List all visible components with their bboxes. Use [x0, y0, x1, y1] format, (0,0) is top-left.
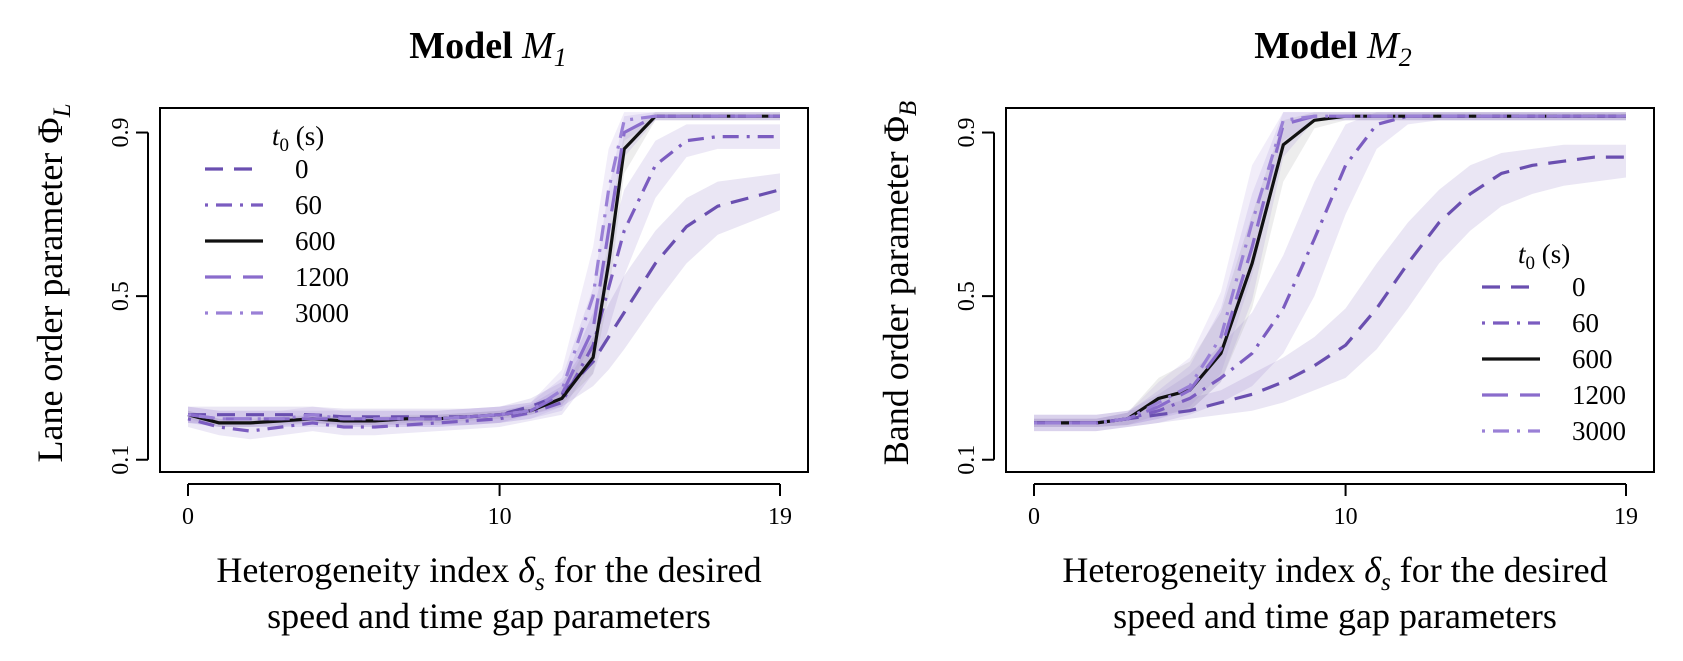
series-lines: [1034, 114, 1626, 425]
x-axis-label-line2: speed and time gap parameters: [1113, 596, 1557, 636]
series-line-1200: [187, 114, 780, 421]
y-axis: 0.1 0.5 0.9: [954, 118, 995, 475]
band-60: [1034, 112, 1626, 432]
x-tick-label-0: 0: [1028, 504, 1040, 530]
x-tick-label-19: 19: [1614, 504, 1638, 530]
legend-label-1200: 1200: [295, 262, 349, 292]
x-axis-label-line2: speed and time gap parameters: [267, 596, 711, 636]
chart-title: Model M1: [409, 25, 567, 72]
series-line-3000: [187, 114, 780, 421]
series-line-1200: [1034, 114, 1626, 425]
legend-label-3000: 3000: [1572, 416, 1626, 446]
legend-label-1200: 1200: [1572, 380, 1626, 410]
svg-text:Lane order parameter ΦL: Lane order parameter ΦL: [30, 103, 76, 462]
legend-label-0: 0: [1572, 272, 1586, 302]
svg-text:Band order parameter ΦB: Band order parameter ΦB: [876, 101, 922, 465]
legend-label-0: 0: [295, 154, 309, 184]
legend-label-3000: 3000: [295, 298, 349, 328]
legend: t0 (s) 0 60 600 1200 3000: [205, 121, 349, 328]
chart-panel-model-m2: Model M2 Band order parameter ΦB Heterog…: [876, 25, 1655, 636]
x-axis-label-line1: Heterogeneity index δs for the desired: [1062, 550, 1607, 596]
y-tick-label-0.9: 0.9: [108, 118, 134, 148]
y-axis-label: Lane order parameter ΦL: [30, 103, 76, 462]
y-tick-label-0.1: 0.1: [108, 445, 134, 475]
series-lines: [187, 114, 781, 433]
legend-title: t0 (s): [272, 121, 324, 156]
x-tick-label-10: 10: [488, 504, 512, 530]
x-tick-label-10: 10: [1334, 504, 1358, 530]
series-line-60: [187, 135, 780, 433]
chart-panel-model-m1: Model M1 Lane order parameter ΦL Heterog…: [30, 25, 809, 636]
x-tick-label-19: 19: [768, 504, 792, 530]
y-axis: 0.1 0.5 0.9: [108, 118, 149, 475]
legend-label-60: 60: [1572, 308, 1599, 338]
band-60: [188, 124, 780, 440]
legend: t0 (s) 0 60 600 1200 3000: [1482, 239, 1626, 446]
band-3000: [188, 112, 780, 427]
plot-frame: [1005, 107, 1655, 473]
band-0: [1034, 144, 1626, 432]
y-tick-label-0.5: 0.5: [108, 281, 134, 311]
x-axis: 0 10 19: [1028, 483, 1638, 530]
y-axis-label: Band order parameter ΦB: [876, 101, 922, 465]
x-axis-label-line1: Heterogeneity index δs for the desired: [216, 550, 761, 596]
series-line-600: [187, 114, 780, 425]
plot-frame: [159, 107, 809, 473]
y-tick-label-0.1: 0.1: [954, 445, 980, 475]
confidence-bands: [188, 112, 780, 440]
series-line-0: [188, 188, 781, 419]
legend-label-600: 600: [295, 226, 336, 256]
y-tick-label-0.5: 0.5: [954, 281, 980, 311]
chart-title: Model M2: [1254, 25, 1412, 72]
legend-label-600: 600: [1572, 344, 1613, 374]
x-axis: 0 10 19: [182, 483, 792, 530]
y-tick-label-0.9: 0.9: [954, 118, 980, 148]
band-600: [188, 112, 780, 427]
x-tick-label-0: 0: [182, 504, 194, 530]
band-1200: [188, 112, 780, 427]
legend-label-60: 60: [295, 190, 322, 220]
legend-title: t0 (s): [1518, 239, 1570, 274]
confidence-bands: [1034, 112, 1626, 432]
band-0: [188, 173, 780, 425]
